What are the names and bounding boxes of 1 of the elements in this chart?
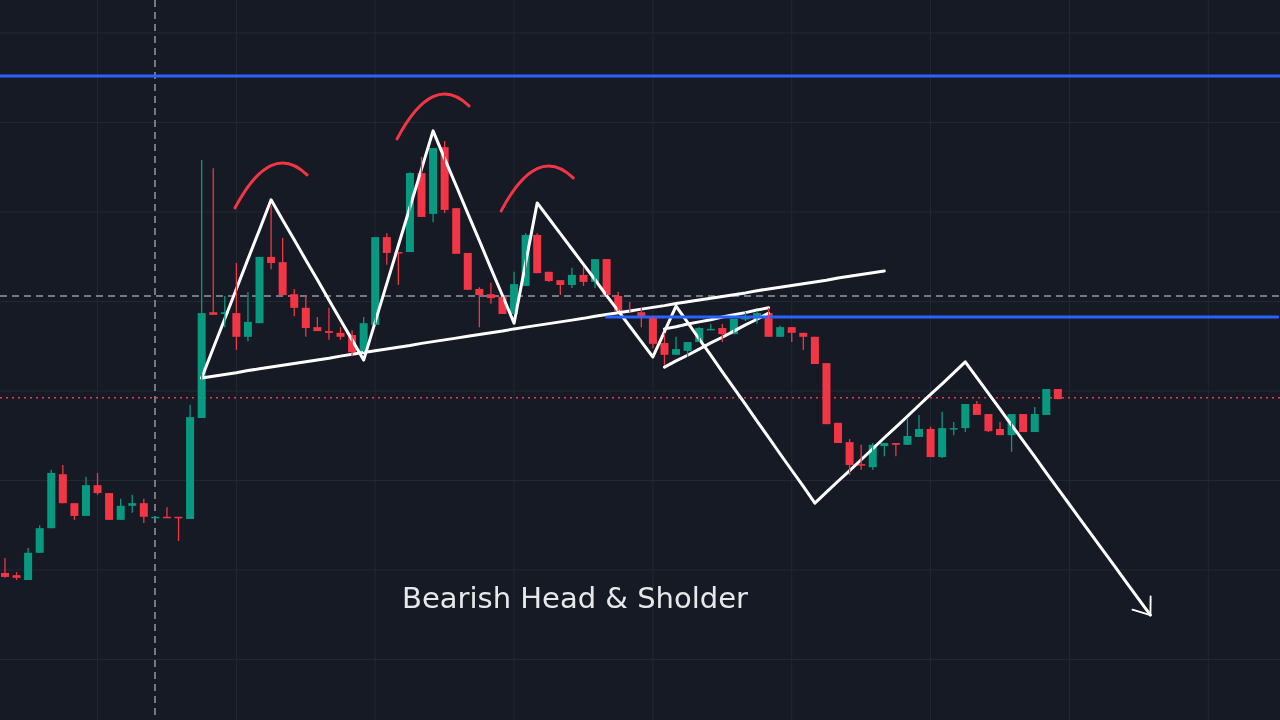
text: Bearish Head & Sholder — [402, 581, 748, 615]
